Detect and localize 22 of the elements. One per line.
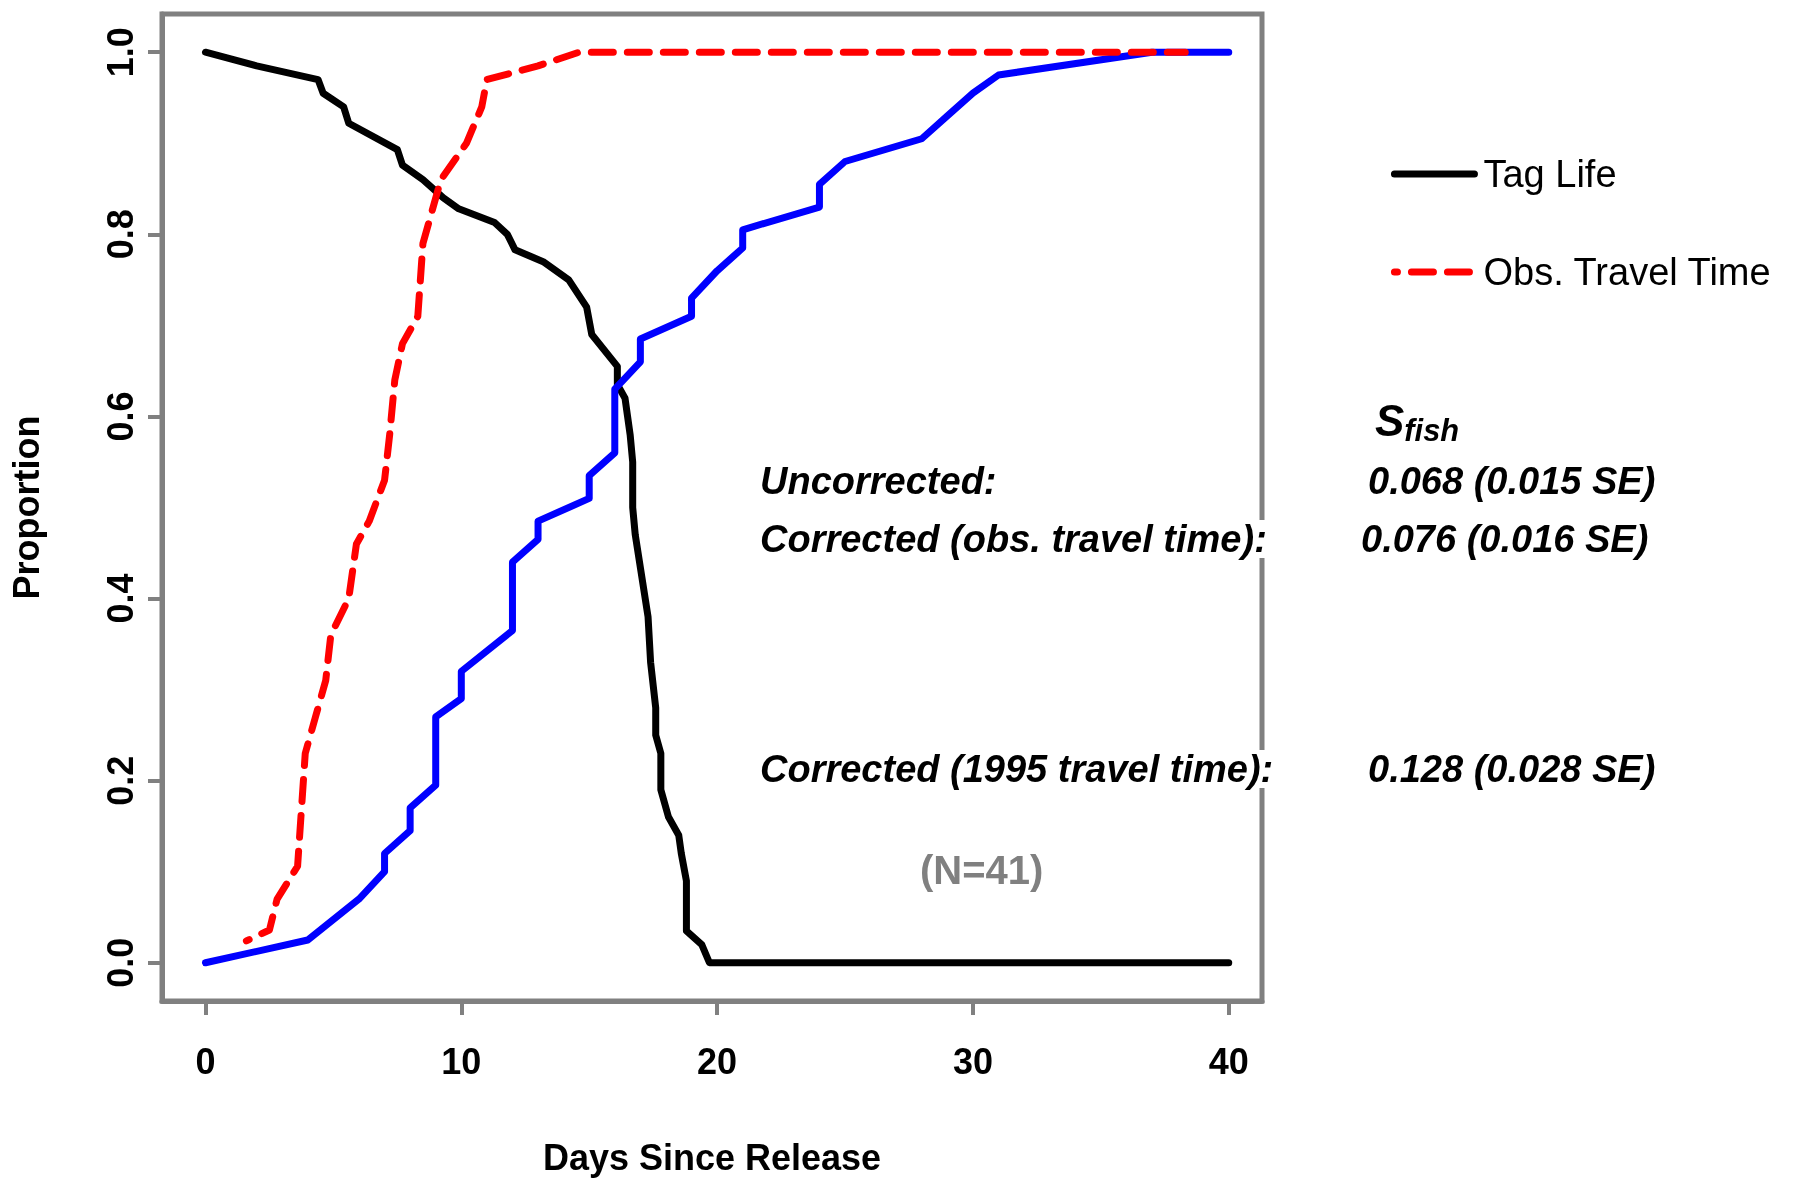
x-tick-label: 0 <box>195 1040 216 1082</box>
annotation: (N=41) <box>920 848 1044 892</box>
y-tick-label: 1.0 <box>99 27 141 78</box>
y-tick-label: 0.0 <box>99 937 141 988</box>
x-tick-label: 10 <box>441 1040 482 1082</box>
text: 0.068 (0.015 SE) <box>1368 460 1656 502</box>
annotation: Corrected (obs. travel time): <box>760 518 1267 560</box>
y-tick-label: 0.4 <box>99 573 141 624</box>
annotation: Corrected (1995 travel time): <box>760 748 1274 790</box>
text: 0.076 (0.016 SE) <box>1361 518 1649 560</box>
y-axis-title: Proportion <box>5 415 47 600</box>
y-tick-label: 0.2 <box>99 755 141 806</box>
y-tick-label: 0.8 <box>99 209 141 260</box>
legend-label: Obs. Travel Time <box>1483 251 1771 293</box>
x-tick-label: 20 <box>697 1040 738 1082</box>
text: 0.128 (0.028 SE) <box>1368 748 1656 790</box>
annotation: Uncorrected: <box>760 460 997 502</box>
x-tick-label: 40 <box>1208 1040 1249 1082</box>
x-axis-title: Days Since Release <box>542 1136 882 1178</box>
x-tick-label: 30 <box>952 1040 993 1082</box>
y-tick-label: 0.6 <box>99 391 141 442</box>
legend-label: Tag Life <box>1483 153 1617 195</box>
